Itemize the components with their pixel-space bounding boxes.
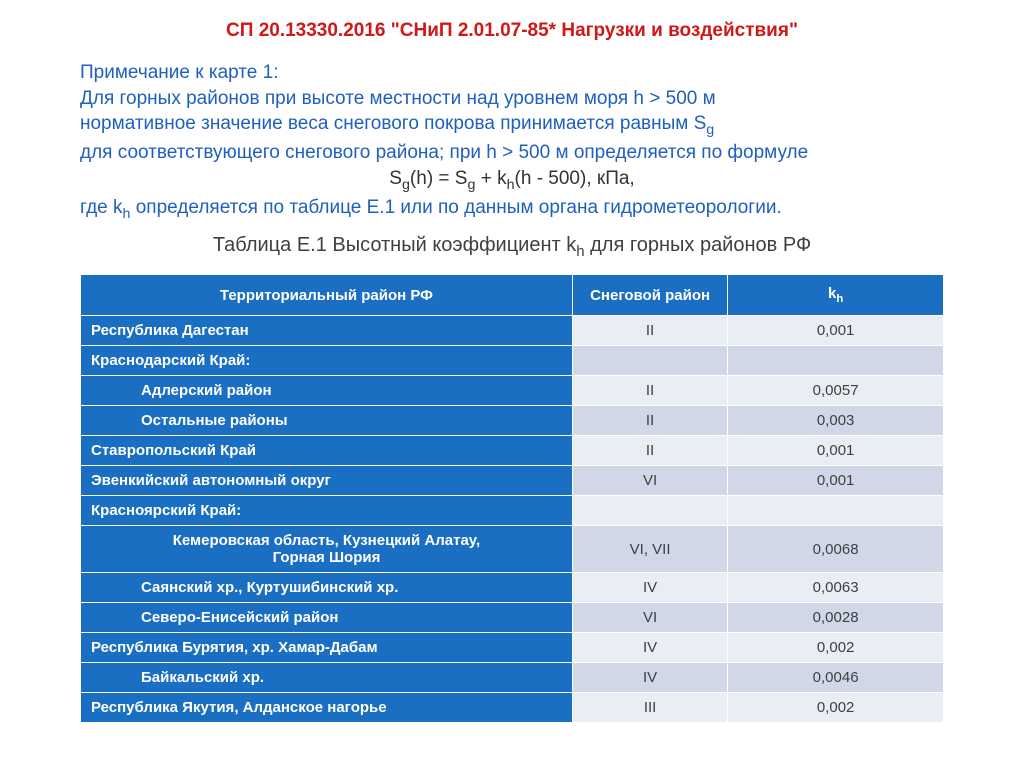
text: нормативное значение веса снегового покр… [80, 113, 706, 134]
table-e1: Территориальный район РФ Снеговой район … [80, 274, 944, 723]
kh-value: 0,0063 [728, 573, 944, 603]
region-name: Краснодарский Край: [81, 346, 573, 376]
region-name: Ставропольский Край [81, 436, 573, 466]
col-header: Снеговой район [572, 275, 727, 316]
kh-value [728, 346, 944, 376]
kh-value: 0,0057 [728, 376, 944, 406]
region-name: Адлерский район [81, 376, 573, 406]
region-name: Северо-Енисейский район [81, 603, 573, 633]
kh-value: 0,001 [728, 466, 944, 496]
col-header: Территориальный район РФ [81, 275, 573, 316]
subscript: g [706, 122, 714, 138]
kh-value: 0,001 [728, 436, 944, 466]
snow-zone: II [572, 316, 727, 346]
kh-value: 0,0028 [728, 603, 944, 633]
kh-value: 0,0068 [728, 526, 944, 573]
snow-zone: II [572, 436, 727, 466]
kh-value: 0,002 [728, 693, 944, 723]
table-caption: Таблица Е.1 Высотный коэффициент kh для … [80, 234, 944, 260]
region-name: Республика Дагестан [81, 316, 573, 346]
region-name: Байкальский хр. [81, 663, 573, 693]
snow-zone [572, 346, 727, 376]
snow-zone: II [572, 406, 727, 436]
snow-zone [572, 496, 727, 526]
kh-value: 0,002 [728, 633, 944, 663]
region-name: Кемеровская область, Кузнецкий Алатау,Го… [81, 526, 573, 573]
snow-zone: VI, VII [572, 526, 727, 573]
note-line: Для горных районов при высоте местности … [80, 86, 944, 112]
snow-zone: IV [572, 573, 727, 603]
region-name: Республика Бурятия, хр. Хамар-Дабам [81, 633, 573, 663]
formula: Sg(h) = Sg + kh(h - 500), кПа, [80, 166, 944, 195]
note-block: Примечание к карте 1: Для горных районов… [80, 60, 944, 224]
snow-zone: VI [572, 466, 727, 496]
snow-zone: VI [572, 603, 727, 633]
snow-zone: II [572, 376, 727, 406]
snow-zone: IV [572, 633, 727, 663]
col-header: kh [728, 275, 944, 316]
region-name: Красноярский Край: [81, 496, 573, 526]
region-name: Республика Якутия, Алданское нагорье [81, 693, 573, 723]
kh-value [728, 496, 944, 526]
kh-value: 0,003 [728, 406, 944, 436]
kh-value: 0,0046 [728, 663, 944, 693]
note-line: где kh определяется по таблице E.1 или п… [80, 195, 944, 224]
snow-zone: III [572, 693, 727, 723]
region-name: Эвенкийский автономный округ [81, 466, 573, 496]
region-name: Саянский хр., Куртушибинский хр. [81, 573, 573, 603]
doc-title: СП 20.13330.2016 "СНиП 2.01.07-85* Нагру… [80, 20, 944, 42]
kh-value: 0,001 [728, 316, 944, 346]
note-line: нормативное значение веса снегового покр… [80, 111, 944, 140]
region-name: Остальные районы [81, 406, 573, 436]
note-line: для соответствующего снегового района; п… [80, 140, 944, 166]
snow-zone: IV [572, 663, 727, 693]
note-line: Примечание к карте 1: [80, 60, 944, 86]
